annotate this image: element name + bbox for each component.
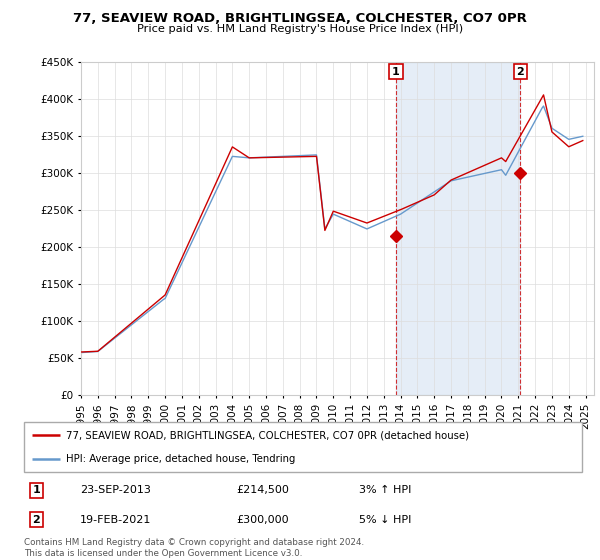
Text: 19-FEB-2021: 19-FEB-2021 bbox=[80, 515, 151, 525]
Bar bbox=[396, 62, 520, 395]
Text: 1: 1 bbox=[32, 486, 40, 496]
Text: 77, SEAVIEW ROAD, BRIGHTLINGSEA, COLCHESTER, CO7 0PR (detached house): 77, SEAVIEW ROAD, BRIGHTLINGSEA, COLCHES… bbox=[66, 430, 469, 440]
Text: HPI: Average price, detached house, Tendring: HPI: Average price, detached house, Tend… bbox=[66, 454, 295, 464]
Text: 2: 2 bbox=[32, 515, 40, 525]
Text: 5% ↓ HPI: 5% ↓ HPI bbox=[359, 515, 411, 525]
Text: £214,500: £214,500 bbox=[236, 486, 289, 496]
Text: Price paid vs. HM Land Registry's House Price Index (HPI): Price paid vs. HM Land Registry's House … bbox=[137, 24, 463, 34]
Text: Contains HM Land Registry data © Crown copyright and database right 2024.
This d: Contains HM Land Registry data © Crown c… bbox=[24, 538, 364, 558]
FancyBboxPatch shape bbox=[24, 422, 582, 472]
Text: 3% ↑ HPI: 3% ↑ HPI bbox=[359, 486, 411, 496]
Text: 1: 1 bbox=[392, 67, 400, 77]
Text: 77, SEAVIEW ROAD, BRIGHTLINGSEA, COLCHESTER, CO7 0PR: 77, SEAVIEW ROAD, BRIGHTLINGSEA, COLCHES… bbox=[73, 12, 527, 25]
Text: £300,000: £300,000 bbox=[236, 515, 289, 525]
Text: 2: 2 bbox=[517, 67, 524, 77]
Text: 23-SEP-2013: 23-SEP-2013 bbox=[80, 486, 151, 496]
